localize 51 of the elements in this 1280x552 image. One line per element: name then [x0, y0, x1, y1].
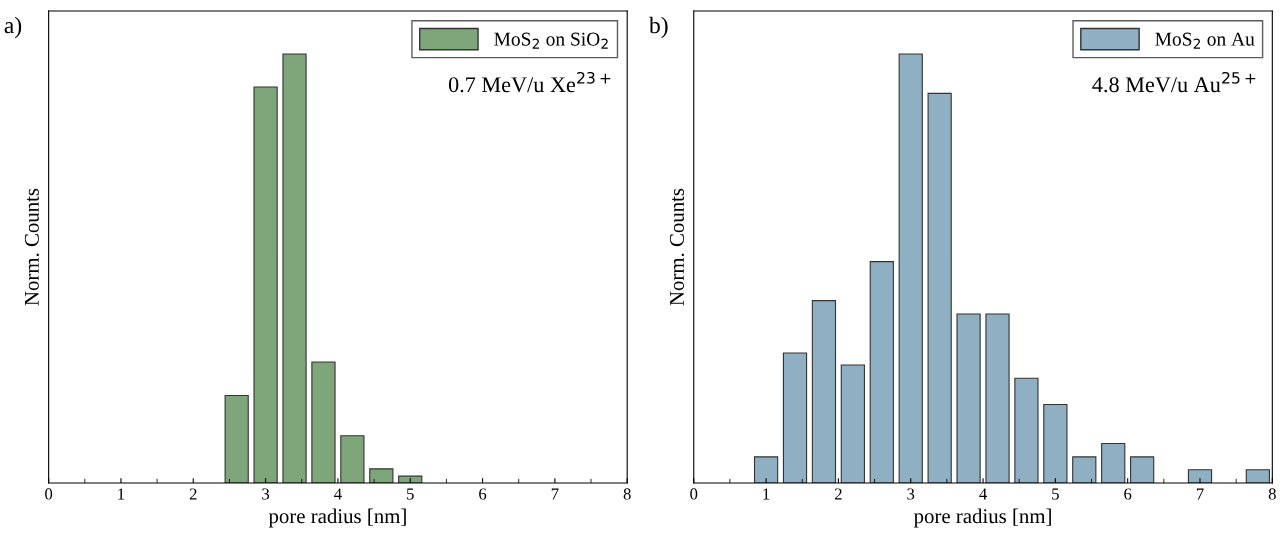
x-tick-label: 0: [45, 488, 53, 500]
y-axis-title: Norm. Counts: [669, 188, 685, 306]
annotation: 0.7 MeV/u Xe$^{23+}$: [448, 71, 611, 93]
x-tick-label: 3: [262, 488, 270, 500]
text: a): [4, 16, 22, 39]
x-tick-label: 3: [907, 488, 915, 500]
x-tick-label: 7: [551, 488, 559, 500]
x-tick-label: 1: [118, 488, 125, 500]
x-axis-title: pore radius [nm]: [913, 508, 1051, 528]
x-tick-label: 5: [1052, 488, 1059, 500]
x-tick-label: 8: [1268, 488, 1276, 500]
bar: [985, 313, 1010, 483]
bar: [1072, 456, 1097, 483]
x-tick-label: 8: [623, 488, 631, 500]
y-axis-title: Norm. Counts: [24, 188, 39, 306]
bar: [898, 53, 923, 483]
x-tick-label: 6: [479, 488, 487, 500]
x-tick-label: 5: [407, 488, 414, 500]
x-tick-label: 6: [1124, 488, 1132, 500]
text: b): [648, 16, 668, 39]
bar: [224, 394, 249, 483]
x-tick-label: 0: [690, 488, 698, 500]
bar: [811, 300, 837, 483]
x-axis-title: pore radius [nm]: [268, 508, 406, 528]
bar: [398, 475, 423, 483]
bar: [927, 92, 952, 483]
legend-label: MoS$_{2}$ on Au: [1155, 32, 1255, 49]
bar: [1245, 469, 1270, 483]
bar: [956, 313, 981, 483]
bar: [369, 468, 394, 483]
legend-label: MoS$_{2}$ on SiO$_{2}$: [494, 32, 608, 49]
bar: [340, 435, 365, 483]
bar: [1014, 377, 1039, 483]
x-tick-label: 7: [1196, 488, 1204, 500]
x-tick-label: 2: [189, 488, 197, 500]
x-tick-label: 1: [763, 488, 770, 500]
x-tick-label: 4: [334, 488, 342, 500]
x-tick-label: 4: [979, 488, 987, 500]
bar: [1130, 456, 1155, 483]
bar: [1043, 403, 1068, 483]
bar: [253, 86, 278, 483]
annotation: 4.8 MeV/u Au$^{25+}$: [1092, 71, 1256, 93]
bar: [782, 352, 808, 483]
bar: [869, 261, 894, 483]
bar: [282, 53, 307, 483]
bar: [753, 456, 779, 483]
bar: [311, 361, 336, 483]
x-tick-label: 2: [834, 488, 842, 500]
bar: [1187, 469, 1213, 483]
bar: [840, 364, 865, 483]
bar: [1101, 442, 1126, 483]
